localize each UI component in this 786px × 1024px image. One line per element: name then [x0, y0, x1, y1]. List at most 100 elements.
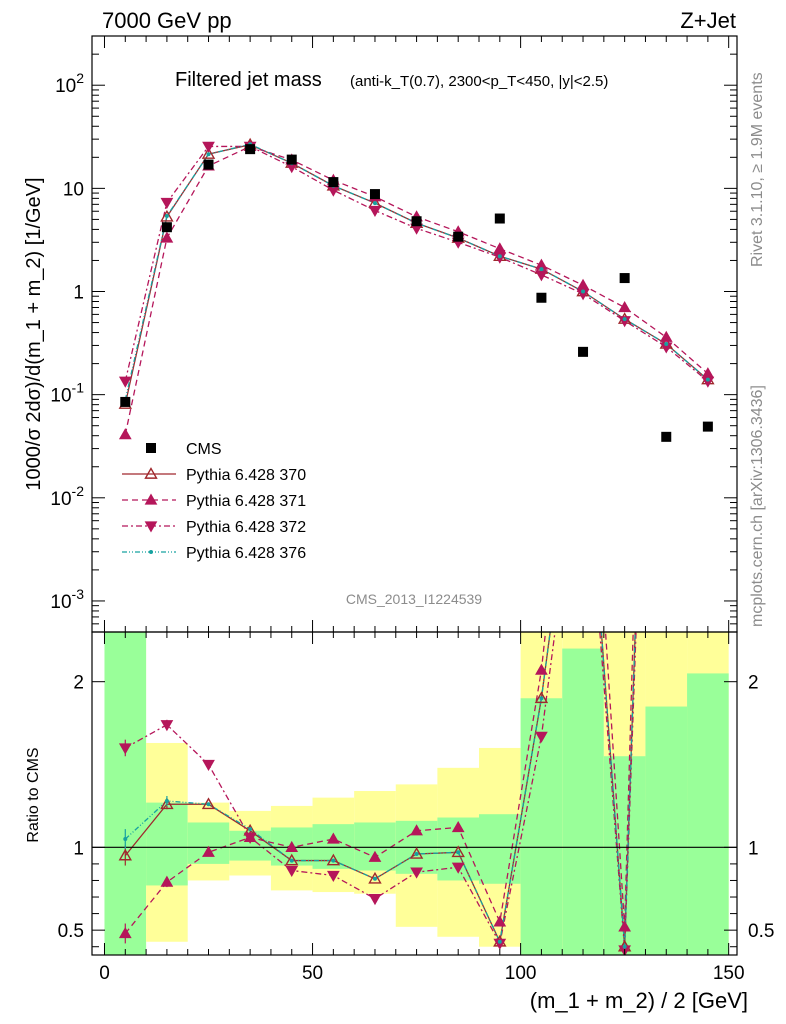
cms-point-8: [453, 231, 464, 242]
ratio-0-point-14: [702, 534, 713, 544]
series-3-point-12: [622, 317, 627, 322]
series-1-point-11: [576, 278, 590, 290]
rivet-label: Rivet 3.1.10, ≥ 1.9M events: [749, 72, 766, 267]
ratio-2-point-10: [535, 731, 548, 743]
mcplots-label: mcplots.cern.ch [arXiv:1306.3436]: [749, 385, 766, 627]
series-3-point-10: [539, 267, 544, 272]
ratio-bands: [104, 632, 729, 955]
ratio-2-point-6: [368, 894, 382, 906]
series-2-point-2: [202, 141, 215, 153]
y-tick-exp: 2: [76, 70, 84, 86]
cms-point-11: [578, 346, 589, 357]
cms-point-3: [245, 144, 256, 155]
series-3-point-9: [497, 254, 502, 259]
header-left: 7000 GeV pp: [102, 8, 232, 33]
series-line-2: [124, 145, 709, 382]
y-tick-label: 102: [55, 70, 84, 97]
ratio-3-point-0: [123, 837, 128, 842]
series-2-point-0: [118, 376, 132, 388]
ratio-3-point-5: [331, 858, 336, 863]
legend-marker-1: [144, 493, 158, 505]
series-line-3: [124, 143, 709, 401]
legend-marker-3: [149, 550, 153, 554]
y-tick-base: 10: [50, 592, 71, 613]
x-tick-label: 50: [302, 963, 323, 984]
ratio-0-point-0: [118, 848, 132, 861]
ratio-2-point-2: [202, 759, 215, 772]
series-3-point-11: [581, 289, 586, 294]
ratio-tick-label-right: 0.5: [748, 921, 774, 942]
ratio-0-point-1: [160, 797, 174, 810]
ratio-line-3: [124, 632, 636, 947]
y-tick-exp: -3: [72, 586, 85, 602]
ratio-1-point-14: [702, 466, 713, 476]
y-tick-label: 10-2: [50, 483, 84, 510]
ratio-2-point-3: [243, 832, 257, 844]
series-3-point-2: [206, 152, 211, 157]
ratio-band-green-11: [562, 648, 604, 955]
y-tick-base: 10: [50, 386, 71, 407]
ratio-band-green-2: [187, 822, 230, 864]
cms-point-2: [203, 159, 214, 170]
ratio-3-point-12: [622, 944, 627, 949]
ratio-1-point-12: [618, 920, 632, 932]
y-axis-label: 1000/σ 2dσ)/d(m_1 + m_2) [1/GeV]: [23, 177, 45, 490]
series-2-point-1: [160, 197, 174, 209]
ratio-tick-label-left: 2: [73, 673, 84, 694]
ratio-2-point-8: [451, 862, 465, 874]
analysis-watermark: CMS_2013_I1224539: [346, 591, 482, 607]
ratio-1-point-7: [410, 824, 423, 836]
chart-subtitle: (anti-k_T(0.7), 2300<p_T<450, |y|<2.5): [350, 73, 608, 90]
cms-point-9: [494, 213, 505, 224]
ratio-3-point-10: [539, 696, 544, 701]
ratio-2-point-4: [285, 865, 299, 878]
ratio-3-point-14: [706, 537, 710, 541]
ratio-band-green-13: [645, 706, 688, 955]
legend-label-2: Pythia 6.428 372: [186, 519, 306, 536]
series-1-point-13: [659, 330, 673, 342]
x-tick-label: 0: [99, 963, 110, 984]
ratio-tick-label-left: 1: [73, 838, 84, 859]
cms-point-12: [619, 273, 630, 284]
cms-point-10: [536, 292, 547, 303]
series-0-point-2: [201, 147, 216, 159]
series-2-point-14: [701, 376, 715, 388]
ratio-frame: [91, 631, 738, 956]
ratio-2-point-5: [326, 870, 340, 883]
series-0-point-1: [160, 209, 174, 222]
ratio-1-point-8: [451, 820, 465, 833]
ratio-3-point-2: [206, 802, 211, 807]
ratio-band-green-6: [354, 822, 396, 871]
ratio-1-point-1: [160, 875, 174, 887]
ratio-0-point-4: [285, 853, 299, 866]
ratio-0-point-6: [368, 871, 382, 884]
series-1-point-9: [493, 242, 507, 254]
y-tick-exp: -2: [72, 483, 85, 499]
x-axis-label: (m_1 + m_2) / 2 [GeV]: [530, 988, 748, 1013]
ratio-3-point-3: [248, 827, 253, 832]
series-1-point-0: [118, 428, 132, 440]
cms-point-4: [286, 154, 297, 165]
y-tick-label: 10-3: [50, 586, 84, 613]
ratio-1-point-9: [493, 915, 507, 927]
ratio-3-point-11: [581, 382, 585, 386]
main-series-lines: [124, 143, 709, 435]
ratio-band-green-9: [479, 814, 521, 884]
series-3-point-6: [372, 201, 377, 206]
y-tick-label: 10: [63, 179, 84, 200]
ratio-tick-label-left: 0.5: [58, 921, 84, 942]
ratio-1-point-10: [535, 663, 548, 675]
ratio-1-point-4: [285, 840, 299, 852]
ratio-1-point-0: [118, 926, 132, 939]
series-2-point-6: [368, 205, 382, 218]
y-tick-base: 10: [55, 76, 76, 97]
chart-title: Filtered jet mass: [175, 69, 322, 91]
ratio-2-point-1: [160, 720, 174, 732]
series-2-point-12: [618, 316, 632, 328]
ratio-2-point-9: [493, 938, 507, 950]
ratio-band-green-14: [687, 673, 729, 955]
ratio-0-point-5: [326, 853, 341, 866]
cms-point-6: [369, 189, 380, 200]
